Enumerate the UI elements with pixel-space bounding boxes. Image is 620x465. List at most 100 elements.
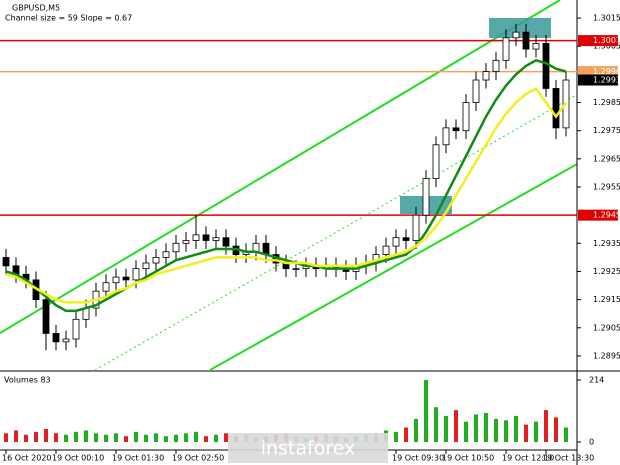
volume-bar <box>474 414 478 442</box>
candle-body <box>382 245 390 255</box>
y-tick-label: 1.2925 <box>593 267 620 276</box>
volume-tick-label: 0 <box>589 438 594 447</box>
volume-bar <box>394 431 398 442</box>
channel <box>0 0 577 370</box>
volume-bar <box>54 433 58 442</box>
candle-body <box>392 237 400 247</box>
price-tag <box>578 74 618 86</box>
level-tag <box>578 35 618 47</box>
volume-bar <box>424 380 428 442</box>
volume-bar <box>24 434 28 442</box>
volume-bar <box>194 431 198 442</box>
candle-body <box>72 318 80 340</box>
candle-body <box>412 214 420 241</box>
y-tick-label: 1.2915 <box>593 295 620 304</box>
channel-lower <box>209 162 577 370</box>
volume-bar <box>174 434 178 442</box>
level-tag <box>578 66 618 78</box>
chart-subtitle: Channel size = 59 Slope = 0.67 <box>5 14 132 23</box>
volume-bar <box>154 433 158 442</box>
x-tick-label: 19 Oct 09:30 <box>392 454 444 463</box>
candle-body <box>462 102 470 132</box>
volume-bar <box>74 431 78 442</box>
candle-body <box>2 256 10 267</box>
candle-body <box>212 237 220 241</box>
candle-body <box>512 31 520 39</box>
candle-body <box>42 299 50 334</box>
volume-bar <box>114 433 118 442</box>
candle-body <box>252 242 260 253</box>
chart-title: GBPUSD,M5 <box>12 4 60 13</box>
candle-body <box>542 43 550 89</box>
watermark-box <box>228 433 388 463</box>
x-tick-label: 16 Oct 2020 <box>2 454 51 463</box>
volume-tick-label: 214 <box>589 376 604 385</box>
x-tick-label: 19 Oct 10:50 <box>442 454 494 463</box>
candle-body <box>552 88 560 129</box>
candle-body <box>402 237 410 241</box>
volume-bar <box>454 410 458 442</box>
candle-body <box>472 79 480 103</box>
signal-box <box>489 18 551 38</box>
candle-body <box>292 268 300 271</box>
candle-body <box>152 256 160 264</box>
y-tick-label: 1.2935 <box>593 239 620 248</box>
candle-body <box>432 144 440 179</box>
volume-bar <box>14 430 18 442</box>
volume-bar <box>554 417 558 442</box>
candle-body <box>62 338 70 343</box>
level-label: 1.2996 <box>593 67 620 76</box>
volume-bar <box>444 415 448 442</box>
volume-bar <box>214 434 218 442</box>
level-label: 1.2945 <box>593 211 620 220</box>
volume-bar <box>564 427 568 442</box>
current-price: 1.2993 <box>593 76 620 85</box>
candle-body <box>52 332 60 343</box>
candle-body <box>482 71 490 81</box>
volume-bar <box>504 420 508 442</box>
candle-body <box>532 43 540 50</box>
volume-bar <box>484 413 488 442</box>
volume-bar <box>184 433 188 442</box>
y-tick-label: 1.2895 <box>593 351 620 360</box>
volume-bar <box>464 421 468 442</box>
candle-body <box>202 234 210 241</box>
volume-bar <box>204 436 208 442</box>
candle-body <box>182 240 190 244</box>
candle-body <box>522 31 530 50</box>
y-tick-label: 1.2985 <box>593 98 620 107</box>
volume-bar <box>144 434 148 442</box>
candle-body <box>192 234 200 241</box>
candle-body <box>492 59 500 72</box>
volume-bar <box>524 424 528 442</box>
volume-bar <box>404 427 408 442</box>
candle-body <box>172 242 180 253</box>
y-tick-label: 1.3015 <box>593 14 620 23</box>
volume-bar <box>34 431 38 442</box>
channel-upper <box>0 0 561 334</box>
candle-body <box>452 127 460 132</box>
volume-bar <box>84 430 88 442</box>
volume-bar <box>64 434 68 442</box>
candle-body <box>162 251 170 258</box>
candle-body <box>222 237 230 247</box>
candle-body <box>442 127 450 146</box>
y-tick-label: 1.3005 <box>593 42 620 51</box>
volume-bar <box>534 421 538 442</box>
candle-body <box>502 37 510 61</box>
volume-label: Volumes 83 <box>4 376 51 385</box>
x-tick-label: 19 Oct 13:30 <box>542 454 594 463</box>
volume-bar <box>124 436 128 442</box>
volume-bar <box>514 415 518 442</box>
volume-bar <box>494 418 498 442</box>
watermark: instaforex <box>261 438 356 460</box>
volume-bar <box>134 431 138 442</box>
candle-body <box>122 276 130 281</box>
x-tick-label: 19 Oct 12:10 <box>502 454 554 463</box>
volume-bar <box>104 434 108 442</box>
x-tick-label: 19 Oct 01:30 <box>112 454 164 463</box>
x-tick-label: 19 Oct 00:10 <box>52 454 104 463</box>
x-tick-label: 19 Oct 02:50 <box>172 454 224 463</box>
